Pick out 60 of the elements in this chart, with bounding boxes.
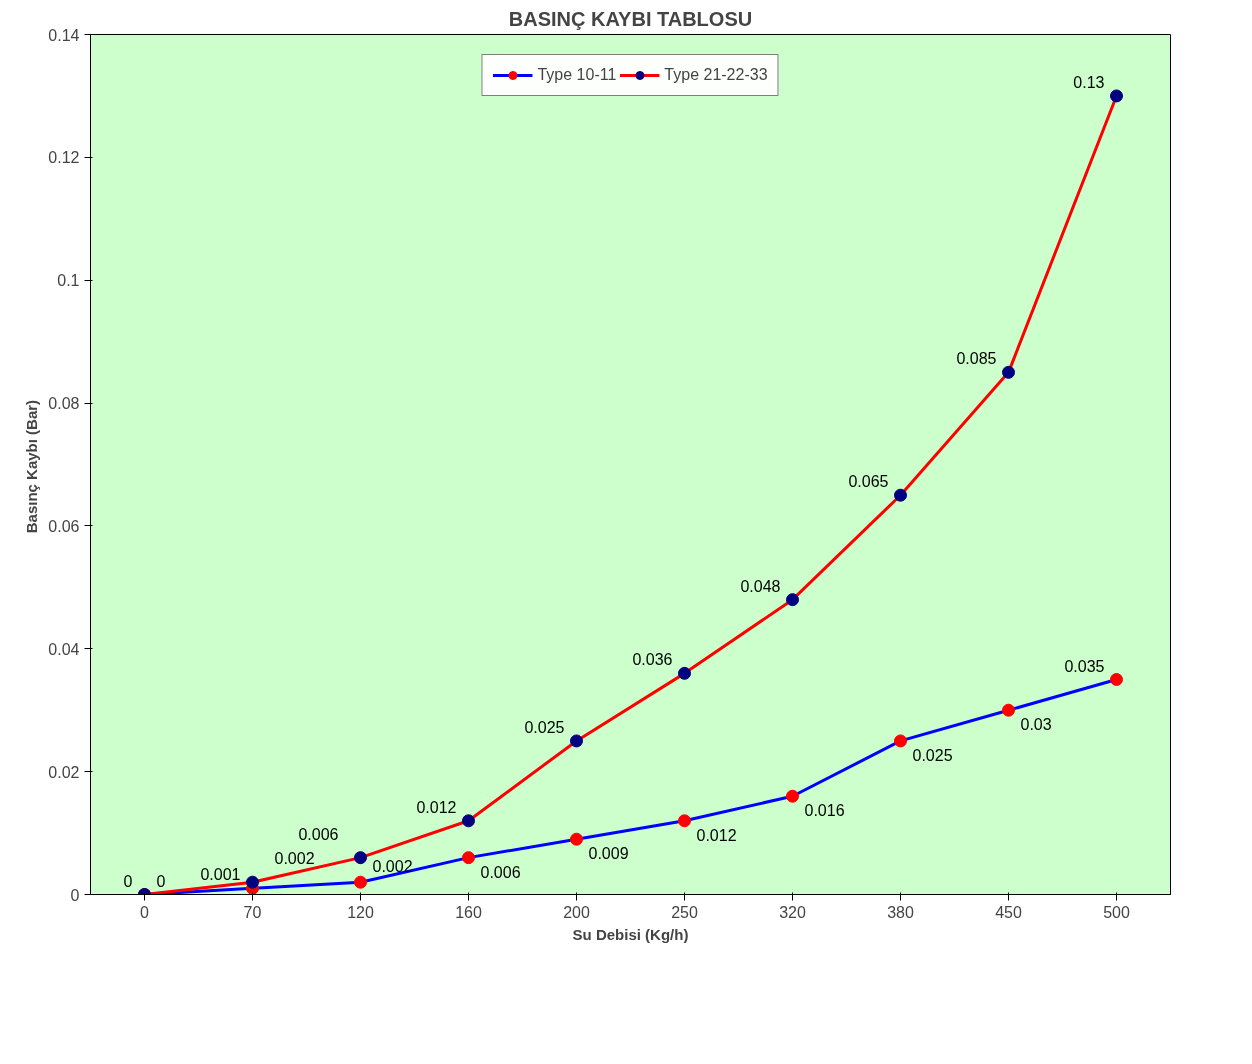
data-label: 0.006 — [480, 863, 521, 881]
point — [1002, 703, 1015, 717]
x-tick-label: 320 — [779, 903, 806, 921]
data-label: 0.002 — [274, 850, 315, 868]
point — [786, 593, 799, 607]
data-label: 0.025 — [524, 718, 565, 736]
data-label: 0.016 — [804, 802, 845, 820]
chart-title: BASINÇ KAYBI TABLOSU — [508, 7, 753, 30]
data-label: 0.012 — [696, 826, 737, 844]
x-tick-label: 160 — [455, 903, 482, 921]
data-label: 0.036 — [632, 651, 673, 669]
data-label: 0.13 — [1073, 73, 1105, 91]
data-label: 0.002 — [372, 858, 413, 876]
y-axis-title: Basınç Kaybı (Bar) — [23, 399, 41, 534]
point — [786, 789, 799, 803]
data-label: 0.012 — [416, 798, 457, 816]
data-label: 0.048 — [740, 577, 781, 595]
x-tick-label: 200 — [563, 903, 590, 921]
data-label: 0.03 — [1020, 716, 1052, 734]
legend-label: Type 10-11 — [537, 66, 617, 84]
data-label: 0 — [123, 872, 133, 890]
y-tick-label: 0 — [70, 886, 80, 904]
data-label: 0.006 — [298, 825, 339, 843]
data-label: 0.065 — [848, 473, 889, 491]
x-axis-title: Su Debisi (Kg/h) — [572, 925, 689, 943]
legend-label: Type 21-22-33 — [664, 66, 768, 84]
data-label: 0.035 — [1064, 657, 1105, 675]
x-tick-label: 380 — [887, 903, 914, 921]
data-label: 0.025 — [912, 746, 953, 764]
point — [462, 814, 475, 828]
y-tick-label: 0.08 — [48, 395, 80, 413]
point — [570, 832, 583, 846]
point — [678, 814, 691, 828]
x-tick-label: 120 — [347, 903, 374, 921]
point — [894, 488, 907, 502]
x-tick-label: 0 — [140, 903, 150, 921]
y-tick-label: 0.04 — [48, 640, 80, 658]
point — [246, 875, 259, 889]
y-tick-label: 0.12 — [48, 149, 80, 167]
x-tick-label: 250 — [671, 903, 698, 921]
y-tick-label: 0.06 — [48, 517, 80, 535]
x-tick-label: 70 — [243, 903, 262, 921]
y-tick-label: 0.14 — [48, 26, 80, 44]
point — [354, 875, 367, 889]
y-tick-label: 0.02 — [48, 763, 80, 781]
point — [354, 851, 367, 865]
x-tick-label: 500 — [1103, 903, 1130, 921]
point — [894, 734, 907, 748]
y-tick-label: 0.1 — [57, 272, 80, 290]
data-label: 0 — [156, 872, 166, 890]
point — [1110, 89, 1123, 103]
point — [462, 851, 475, 865]
point — [1110, 673, 1123, 686]
data-label: 0.009 — [588, 845, 629, 863]
data-label: 0.001 — [200, 866, 241, 884]
data-label: 0.085 — [956, 350, 997, 368]
x-tick-label: 450 — [995, 903, 1022, 921]
point — [570, 734, 583, 748]
point — [1002, 365, 1015, 379]
point — [678, 666, 691, 680]
